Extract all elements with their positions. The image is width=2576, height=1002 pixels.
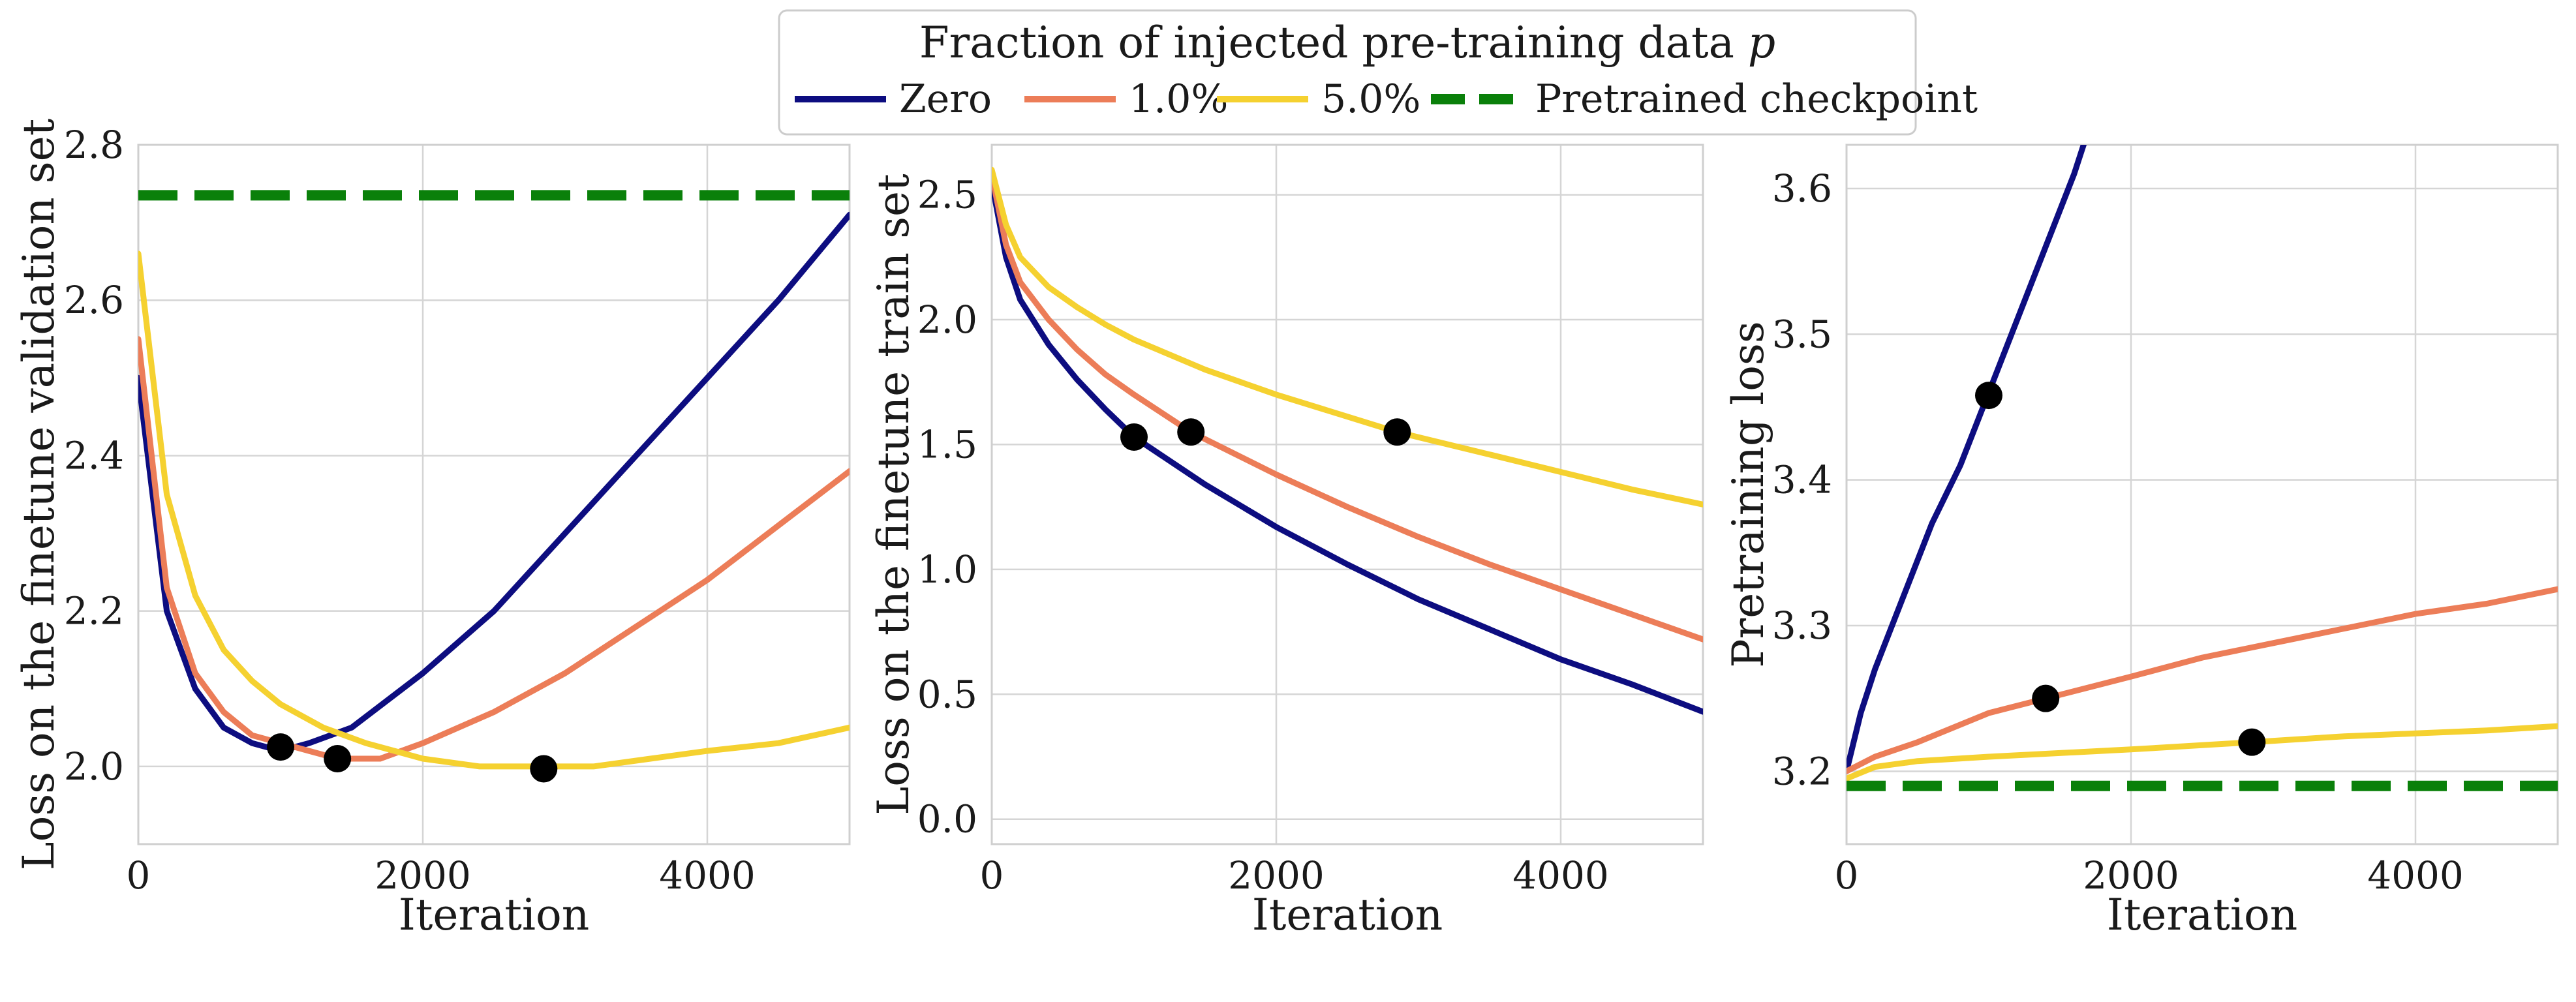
y-tick-label: 3.5 — [1772, 312, 1832, 356]
y-axis-label: Loss on the finetune train set — [868, 174, 919, 815]
series-line-5-0 — [992, 166, 1703, 508]
series-line-1-0 — [1847, 586, 2558, 774]
series-line-zero — [1847, 145, 2087, 774]
y-tick-label: 2.5 — [917, 173, 977, 217]
legend-entries: Zero 1.0% 5.0% Pretrained checkpoint — [795, 76, 1978, 122]
plot-area — [992, 166, 1703, 715]
y-tick-label: 1.5 — [917, 422, 977, 466]
x-tick-label: 0 — [1835, 853, 1859, 898]
plot-frame — [1845, 144, 2559, 845]
y-tick-label: 2.4 — [64, 433, 124, 478]
legend-label-5-0: 5.0% — [1321, 76, 1420, 122]
y-tick-label: 3.2 — [1772, 749, 1832, 793]
plot-area — [1847, 145, 2558, 791]
x-tick-label: 0 — [127, 853, 151, 898]
pretraining-loss-panel: 0 2000 4000 3.2 3.3 3.4 3.5 3.6 Iteration Pretr… — [1723, 144, 2559, 940]
validation-loss-panel: 0 2000 4000 2.0 2.2 2.4 2.6 2.8 Iteration Loss … — [14, 119, 851, 940]
x-tick-label: 4000 — [2367, 853, 2464, 898]
best-checkpoint-marker-zero — [1975, 382, 2002, 410]
series-line-zero — [138, 211, 850, 754]
y-axis-label: Pretraining loss — [1723, 321, 1773, 667]
best-checkpoint-marker-1-0 — [2032, 684, 2060, 712]
legend-label-1-0: 1.0% — [1129, 76, 1228, 122]
legend-label-zero: Zero — [899, 76, 992, 122]
best-checkpoint-marker-1-0 — [1177, 418, 1205, 446]
series-line-5-0 — [1847, 723, 2558, 782]
legend-label-pretrained-checkpoint: Pretrained checkpoint — [1535, 76, 1978, 122]
y-tick-label: 0.5 — [917, 672, 977, 716]
legend: Fraction of injected pre-training data p… — [778, 9, 1978, 136]
best-checkpoint-marker-1-0 — [324, 744, 352, 772]
tick-labels: 0 2000 4000 2.0 2.2 2.4 2.6 2.8 — [64, 123, 756, 898]
y-tick-label: 0.0 — [917, 797, 977, 842]
y-tick-label: 1.0 — [917, 547, 977, 592]
grid — [1845, 145, 2558, 844]
plot-frame — [137, 144, 851, 845]
y-tick-label: 3.4 — [1772, 458, 1832, 502]
y-tick-label: 2.0 — [64, 744, 124, 789]
plot-frame — [990, 144, 1704, 845]
x-tick-label: 4000 — [659, 853, 756, 898]
train-loss-panel: 0 2000 4000 0.0 0.5 1.0 1.5 2.0 2.5 Iteration Lo… — [868, 144, 1704, 940]
y-tick-label: 2.2 — [64, 589, 124, 633]
x-tick-label: 2000 — [2083, 853, 2179, 898]
tick-labels: 0 2000 4000 0.0 0.5 1.0 1.5 2.0 2.5 — [917, 173, 1609, 898]
x-axis-label: Iteration — [399, 890, 589, 940]
y-tick-label: 2.8 — [64, 123, 124, 167]
best-checkpoint-marker-5-0 — [530, 755, 558, 783]
y-tick-label: 2.6 — [64, 278, 124, 322]
best-checkpoint-marker-zero — [1120, 423, 1148, 451]
series-line-1-0 — [138, 336, 850, 762]
x-tick-label: 0 — [980, 853, 1004, 898]
tick-labels: 0 2000 4000 3.2 3.3 3.4 3.5 3.6 — [1772, 166, 2464, 898]
legend-title: Fraction of injected pre-training data p — [919, 18, 1775, 68]
best-checkpoint-marker-zero — [267, 733, 294, 761]
x-axis-label: Iteration — [1252, 890, 1443, 940]
x-tick-label: 4000 — [1512, 853, 1609, 898]
y-tick-label: 2.0 — [917, 297, 977, 342]
series-line-zero — [992, 179, 1703, 715]
best-checkpoint-marker-5-0 — [2238, 728, 2266, 756]
x-tick-label: 2000 — [375, 853, 471, 898]
x-tick-label: 2000 — [1228, 853, 1325, 898]
legend-box — [778, 9, 1917, 136]
y-tick-label: 3.3 — [1772, 603, 1832, 648]
plot-area — [138, 190, 850, 783]
series-line-5-0 — [138, 250, 850, 770]
best-checkpoint-marker-5-0 — [1383, 418, 1411, 446]
y-axis-label: Loss on the finetune validation set — [14, 119, 64, 871]
x-axis-label: Iteration — [2107, 890, 2297, 940]
y-tick-label: 3.6 — [1772, 166, 1832, 211]
